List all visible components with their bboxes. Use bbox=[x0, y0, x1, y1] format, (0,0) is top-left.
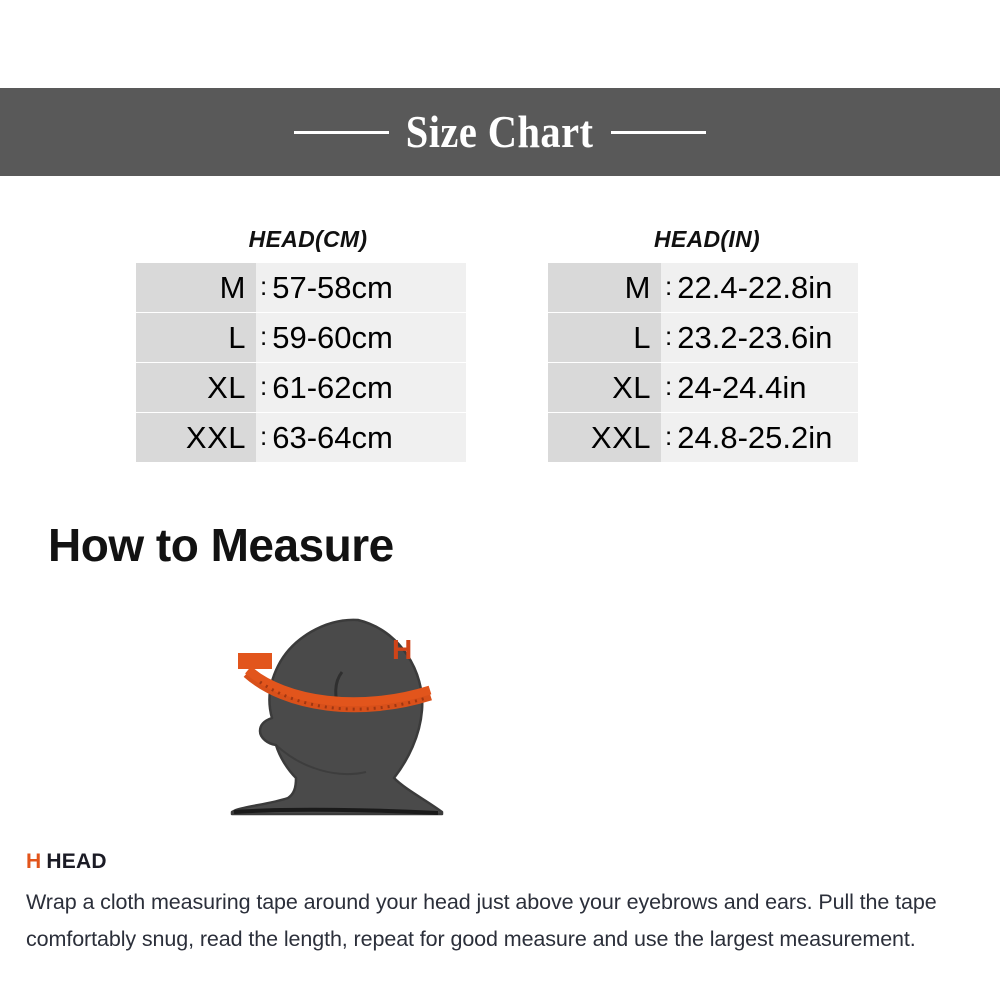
table-row: L :23.2-23.6in bbox=[548, 313, 858, 362]
cell-measure-text: 24.8-25.2in bbox=[677, 419, 833, 455]
cell-measure: :59-60cm bbox=[256, 313, 466, 362]
measure-description: Wrap a cloth measuring tape around your … bbox=[26, 890, 937, 951]
separator-colon: : bbox=[665, 420, 673, 451]
cell-size: L bbox=[548, 313, 661, 362]
table-row: L :59-60cm bbox=[136, 313, 466, 362]
cell-measure: :23.2-23.6in bbox=[661, 313, 858, 362]
separator-colon: : bbox=[260, 370, 268, 401]
size-chart-header-band: Size Chart bbox=[0, 88, 1000, 176]
cell-size: L bbox=[136, 313, 256, 362]
title-rule-left bbox=[294, 130, 390, 134]
cell-measure-text: 23.2-23.6in bbox=[677, 319, 833, 355]
table-row: XXL :24.8-25.2in bbox=[548, 413, 858, 462]
size-table-head-cm: HEAD(CM) M :57-58cm L :59-60cm XL :61-62… bbox=[136, 215, 466, 462]
cell-size: XL bbox=[548, 363, 661, 412]
table-row: XXL :63-64cm bbox=[136, 413, 466, 462]
cell-measure-text: 59-60cm bbox=[272, 319, 393, 355]
cell-measure: :24.8-25.2in bbox=[661, 413, 858, 462]
cell-size: M bbox=[136, 263, 256, 312]
legend-key-h: H bbox=[26, 850, 42, 873]
separator-colon: : bbox=[665, 320, 673, 351]
cell-measure-text: 22.4-22.8in bbox=[677, 269, 833, 305]
cell-measure-text: 61-62cm bbox=[272, 369, 393, 405]
how-to-measure-heading: How to Measure bbox=[48, 519, 394, 571]
cell-measure-text: 57-58cm bbox=[272, 269, 393, 305]
cell-measure: :63-64cm bbox=[256, 413, 466, 462]
table-row: XL :24-24.4in bbox=[548, 363, 858, 412]
table-body-head-in: M :22.4-22.8in L :23.2-23.6in XL :24-24.… bbox=[548, 263, 858, 462]
separator-colon: : bbox=[260, 420, 268, 451]
table-row: M :57-58cm bbox=[136, 263, 466, 312]
cell-size: XL bbox=[136, 363, 256, 412]
separator-colon: : bbox=[665, 370, 673, 401]
head-profile-icon bbox=[230, 598, 460, 833]
separator-colon: : bbox=[260, 320, 268, 351]
legend-head: H HEAD bbox=[26, 851, 107, 872]
legend-label-head: HEAD bbox=[46, 850, 107, 873]
cell-measure: :57-58cm bbox=[256, 263, 466, 312]
table-header-head-in: HEAD(IN) bbox=[654, 226, 760, 252]
cell-measure: :22.4-22.8in bbox=[661, 263, 858, 312]
cell-measure: :61-62cm bbox=[256, 363, 466, 412]
title-rule-right bbox=[610, 130, 706, 134]
cell-measure-text: 24-24.4in bbox=[677, 369, 807, 405]
head-measure-marker-h: H bbox=[392, 634, 413, 665]
page-title: Size Chart bbox=[406, 106, 594, 157]
cell-size: M bbox=[548, 263, 661, 312]
table-row: XL :61-62cm bbox=[136, 363, 466, 412]
cell-measure-text: 63-64cm bbox=[272, 419, 393, 455]
cell-size: XXL bbox=[548, 413, 661, 462]
separator-colon: : bbox=[665, 270, 673, 301]
separator-colon: : bbox=[260, 270, 268, 301]
size-tables: HEAD(CM) M :57-58cm L :59-60cm XL :61-62… bbox=[0, 215, 1000, 475]
cell-size: XXL bbox=[136, 413, 256, 462]
table-row: M :22.4-22.8in bbox=[548, 263, 858, 312]
size-table-head-in: HEAD(IN) M :22.4-22.8in L :23.2-23.6in X… bbox=[548, 215, 858, 462]
table-body-head-cm: M :57-58cm L :59-60cm XL :61-62cm XXL :6… bbox=[136, 263, 466, 462]
cell-measure: :24-24.4in bbox=[661, 363, 858, 412]
table-header-head-cm: HEAD(CM) bbox=[248, 226, 368, 252]
title-wrap: Size Chart bbox=[294, 106, 706, 157]
